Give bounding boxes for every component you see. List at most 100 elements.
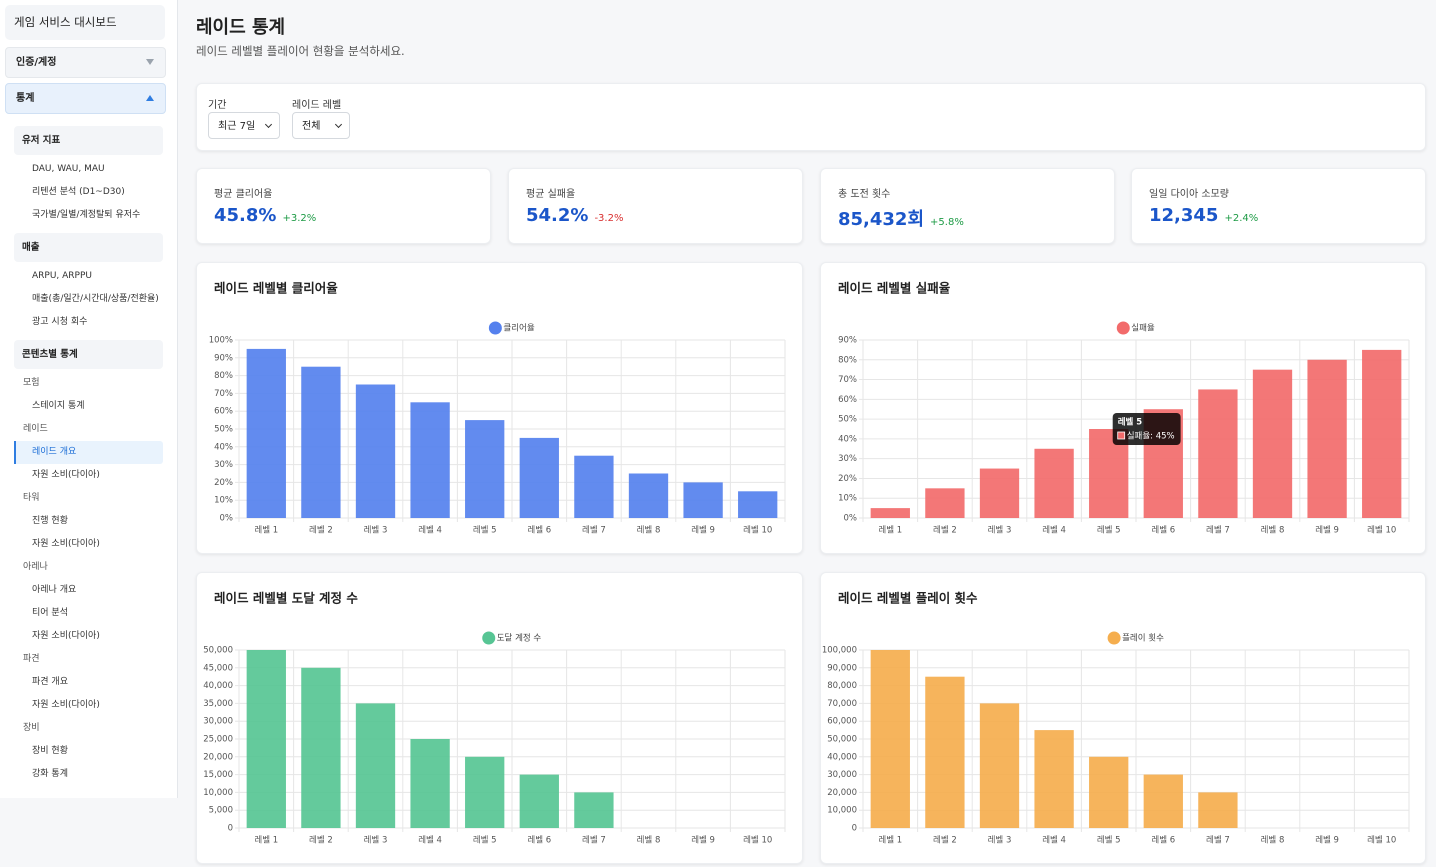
filter-select[interactable]: 전체: [292, 112, 350, 139]
menu-item[interactable]: 국가별/일별/계정탈퇴 유저수: [32, 210, 141, 220]
tooltip-swatch: [1117, 431, 1126, 440]
menu-item[interactable]: 레이드 개요: [14, 441, 163, 464]
menu-subgroup: 파견: [23, 654, 40, 664]
menu-item[interactable]: 자원 소비(다이아): [32, 700, 100, 710]
x-tick-label: 레벨 1: [254, 835, 278, 846]
x-tick-label: 레벨 8: [637, 525, 661, 536]
x-tick-label: 레벨 7: [1206, 835, 1230, 846]
x-tick-label: 레벨 6: [1151, 835, 1175, 846]
x-tick-label: 레벨 6: [527, 835, 551, 846]
kpi-value: 85,432회: [838, 209, 925, 230]
menu-item[interactable]: 장비 현황: [32, 746, 68, 756]
kpi-value-row: 12,345 +2.4%: [1149, 205, 1258, 226]
y-tick-label: 10%: [214, 496, 233, 506]
menu-item[interactable]: 리텐션 분석 (D1~D30): [32, 187, 125, 197]
kpi-label: 총 도전 횟수: [838, 189, 891, 200]
y-tick-label: 40,000: [203, 681, 233, 691]
y-tick-label: 40%: [214, 442, 233, 452]
x-tick-label: 레벨 9: [691, 525, 715, 536]
bar: [410, 739, 450, 828]
menu-item[interactable]: 강화 통계: [32, 769, 68, 779]
x-tick-label: 레벨 4: [418, 525, 442, 536]
x-tick-label: 레벨 2: [933, 835, 957, 846]
menu-item[interactable]: 자원 소비(다이아): [32, 539, 100, 549]
y-tick-label: 20,000: [827, 788, 857, 798]
x-tick-label: 레벨 4: [418, 835, 442, 846]
menu-subgroup: 장비: [23, 723, 40, 733]
x-tick-label: 레벨 4: [1042, 525, 1066, 536]
legend: 클리어율: [488, 321, 535, 335]
x-tick-label: 레벨 10: [1367, 525, 1396, 536]
x-tick-label: 레벨 5: [1097, 835, 1121, 846]
y-tick-label: 30%: [838, 454, 857, 464]
bar: [519, 437, 559, 518]
menu-group: 유저 지표: [14, 126, 163, 155]
y-tick-label: 40,000: [827, 752, 857, 762]
y-tick-label: 50,000: [827, 735, 857, 745]
kpi-card: 평균 실패율 54.2% -3.2%: [508, 168, 803, 244]
chart-card: 레이드 레벨별 클리어율 0% 10% 20% 30% 40% 50% 60% 70% 80% 90…: [196, 262, 803, 554]
chart-card: 레이드 레벨별 도달 계정 수 0 5,000 10,000 15,000 20,000 2…: [196, 572, 803, 864]
filter-label: 레이드 레벨: [292, 100, 342, 111]
sidebar-menu: 유저 지표 DAU, WAU, MAU 리텐션 분석 (D1~D30) 국가별/일별/…: [14, 126, 163, 786]
section-arrow: [146, 95, 154, 101]
menu-item[interactable]: ARPU, ARPPU: [32, 271, 92, 281]
menu-item[interactable]: 자원 소비(다이아): [32, 631, 100, 641]
menu-item[interactable]: DAU, WAU, MAU: [32, 164, 105, 174]
x-tick-label: 레벨 10: [1367, 835, 1396, 846]
menu-item[interactable]: 광고 시청 회수: [32, 317, 88, 327]
chart-title: 레이드 레벨별 도달 계정 수: [214, 591, 358, 606]
chart-card: 레이드 레벨별 플레이 횟수 0 10,000 20,000 30,000 40,000 5…: [820, 572, 1426, 864]
section-label: 통계: [16, 93, 35, 104]
menu-item[interactable]: 아레나 개요: [32, 585, 77, 595]
menu-item[interactable]: 매출(총/일간/시간대/상품/전환율): [32, 294, 159, 304]
y-tick-label: 70%: [214, 389, 233, 399]
legend-label: 플레이 횟수: [1122, 633, 1164, 644]
x-tick-label: 레벨 10: [743, 525, 772, 536]
y-tick-label: 30,000: [827, 770, 857, 780]
bar: [683, 482, 723, 518]
page-subtitle: 레이드 레벨별 플레이어 현황을 분석하세요.: [196, 44, 405, 58]
kpi-card: 평균 클리어율 45.8% +3.2%: [196, 168, 491, 244]
x-tick-label: 레벨 1: [878, 835, 902, 846]
sidebar: 게임 서비스 대시보드 인증/계정 통계 유저 지표 DAU, WAU, MAU 리텐션 …: [0, 0, 178, 798]
menu-item[interactable]: 파견 개요: [32, 677, 68, 687]
x-tick-label: 레벨 2: [933, 525, 957, 536]
filter-select[interactable]: 최근 7일: [208, 112, 280, 139]
menu-item[interactable]: 티어 분석: [32, 608, 68, 618]
bar: [519, 774, 559, 828]
y-tick-label: 70,000: [827, 699, 857, 709]
kpi-value-row: 85,432회 +5.8%: [838, 205, 964, 231]
kpi-change: +3.2%: [282, 213, 317, 224]
x-tick-label: 레벨 9: [1315, 835, 1339, 846]
menu-item[interactable]: 스테이지 통계: [32, 401, 85, 411]
chart-card: 레이드 레벨별 실패율 0% 10% 20% 30% 40% 50% 60% 70% 80% 90%…: [820, 262, 1426, 554]
y-tick-label: 10%: [838, 494, 857, 504]
kpi-label: 평균 실패율: [526, 189, 576, 200]
y-tick-label: 30%: [214, 460, 233, 470]
sidebar-section[interactable]: 통계: [5, 83, 166, 114]
x-tick-label: 레벨 2: [309, 835, 333, 846]
x-tick-label: 레벨 3: [988, 835, 1012, 846]
legend: 플레이 횟수: [1107, 631, 1164, 645]
menu-group: 매출: [14, 233, 163, 262]
y-tick-label: 0%: [220, 514, 234, 524]
tooltip: 레벨 5 실패율: 45%: [1112, 413, 1181, 445]
y-tick-label: 20%: [214, 478, 233, 488]
menu-item[interactable]: 진행 현황: [32, 516, 68, 526]
menu-item[interactable]: 자원 소비(다이아): [32, 470, 100, 480]
bar: [301, 366, 341, 518]
legend-swatch: [1107, 631, 1121, 645]
x-tick-label: 레벨 1: [254, 525, 278, 536]
y-tick-label: 10,000: [827, 806, 857, 816]
filter-label: 기간: [208, 100, 227, 111]
x-tick-label: 레벨 3: [364, 835, 388, 846]
sidebar-section[interactable]: 인증/계정: [5, 47, 166, 78]
x-tick-label: 레벨 6: [527, 525, 551, 536]
kpi-change: -3.2%: [594, 213, 624, 224]
page: 게임 서비스 대시보드 인증/계정 통계 유저 지표 DAU, WAU, MAU 리텐션 …: [0, 0, 1436, 798]
tooltip-title: 레벨 5: [1118, 417, 1143, 428]
kpi-value: 12,345: [1149, 205, 1219, 226]
section-arrow: [146, 59, 154, 65]
y-tick-label: 15,000: [203, 770, 233, 780]
